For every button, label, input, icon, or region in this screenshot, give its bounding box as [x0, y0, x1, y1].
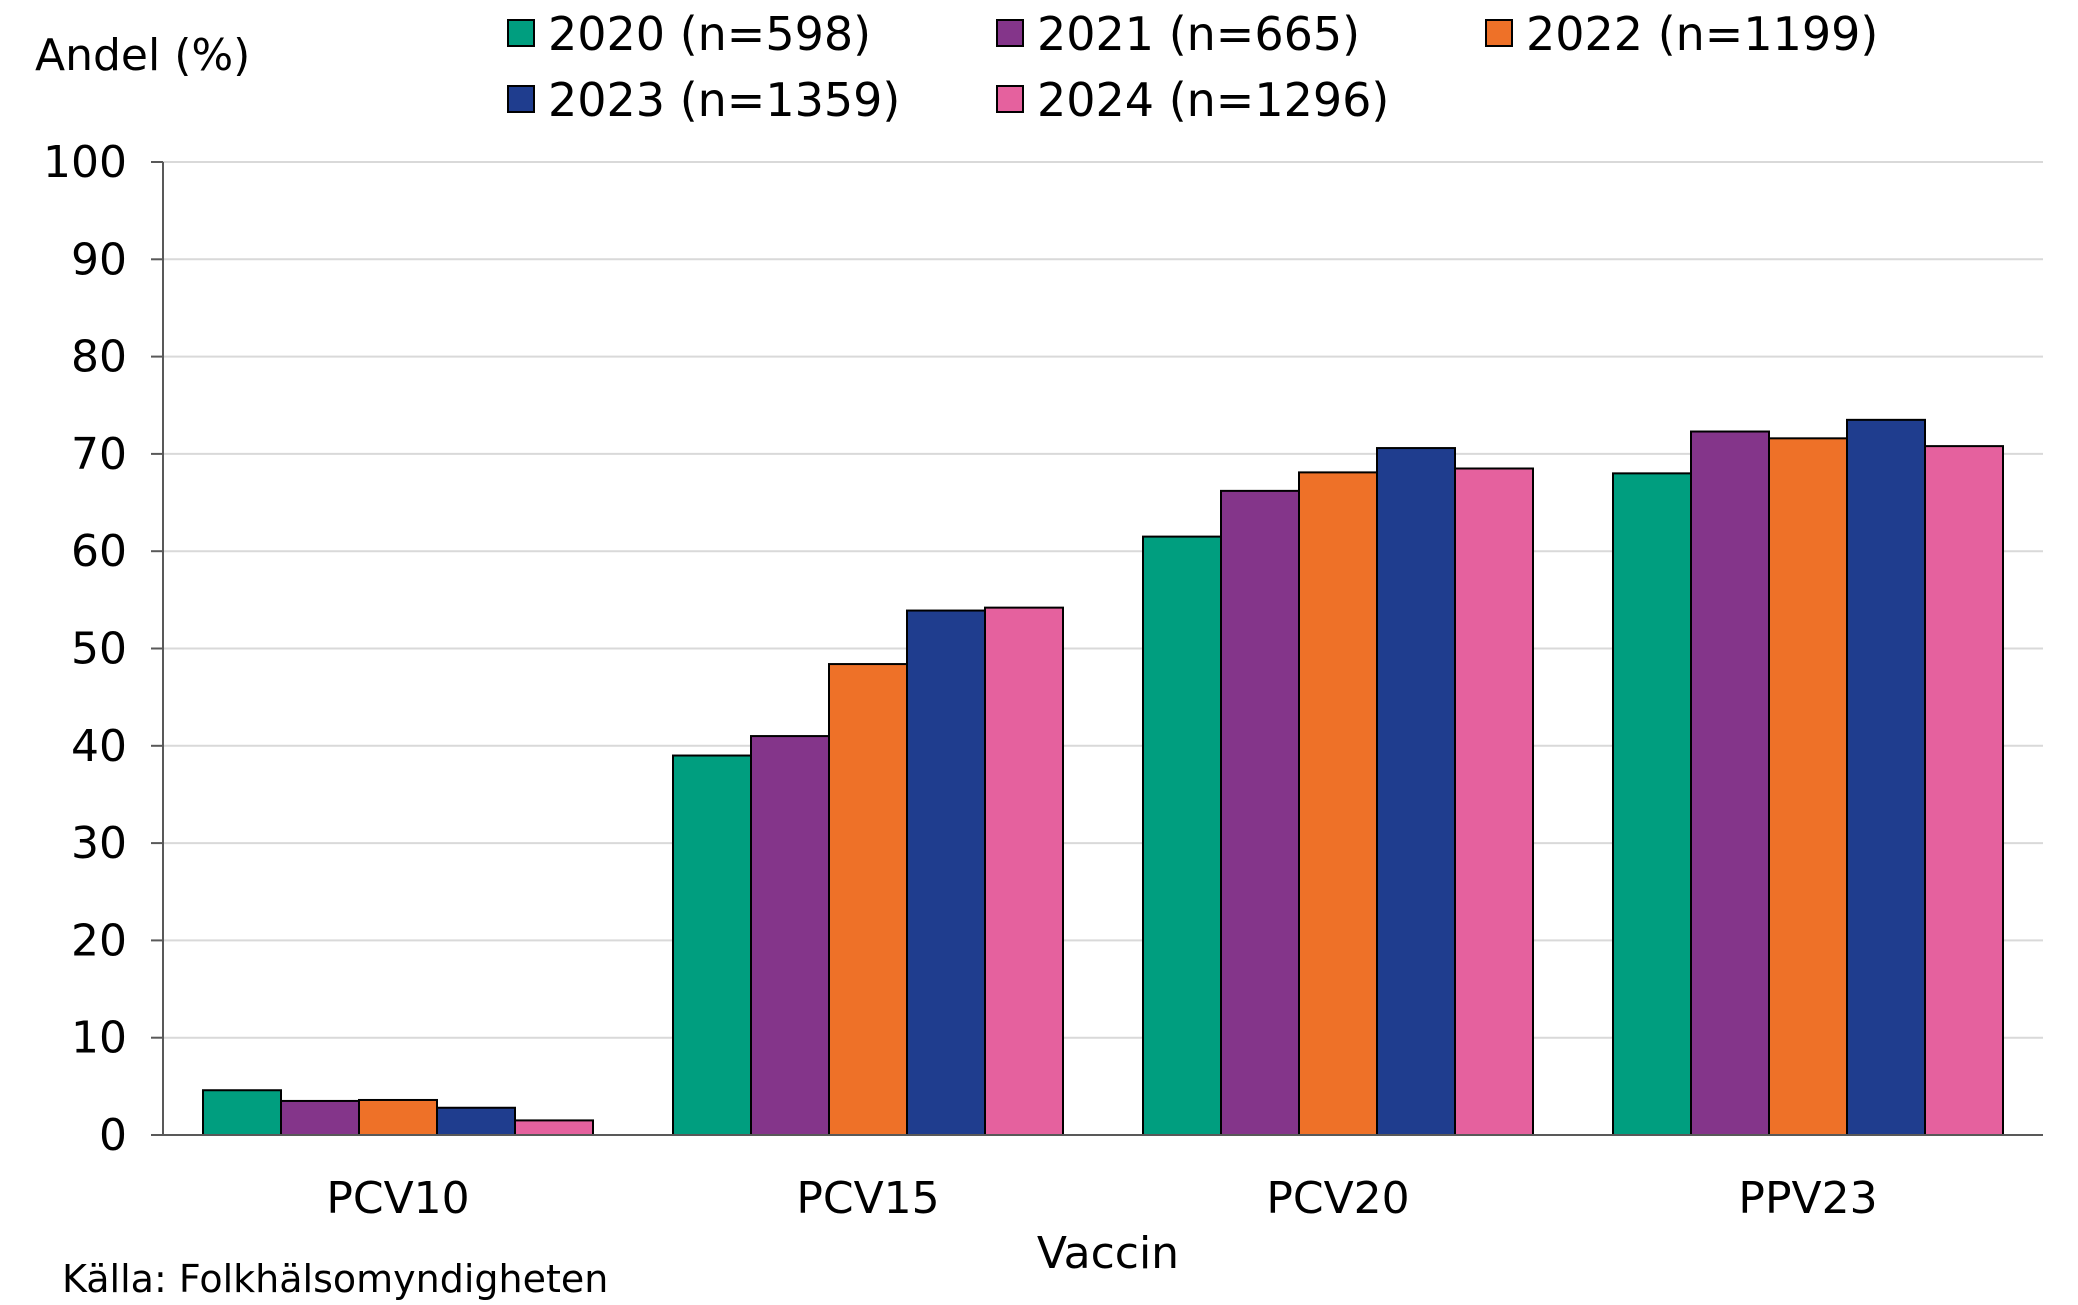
source-note: Källa: Folkhälsomyndigheten: [62, 1257, 608, 1301]
legend-label: 2024 (n=1296): [1037, 73, 1389, 127]
bar-pcv10-2023: [436, 1106, 516, 1136]
bars: [202, 418, 2004, 1137]
bar-pcv15-2024: [984, 606, 1064, 1136]
bar-ppv23-2024: [1924, 445, 2004, 1136]
bar-pcv10-2022: [358, 1098, 438, 1137]
y-tick-label: 70: [71, 429, 127, 480]
legend-label: 2021 (n=665): [1037, 7, 1360, 61]
bar-ppv23-2023: [1846, 418, 1926, 1137]
legend: 2020 (n=598) 2021 (n=665) 2022 (n=1199) 202…: [507, 7, 1878, 127]
bar-ppv23-2021: [1690, 430, 1770, 1136]
y-tick-label: 90: [71, 234, 127, 285]
x-axis-title: Vaccin: [1037, 1228, 1179, 1279]
x-tick-label: PCV20: [1266, 1173, 1409, 1224]
bar-pcv20-2024: [1454, 467, 1534, 1136]
bar-pcv20-2020: [1142, 535, 1222, 1136]
legend-swatch: [507, 85, 535, 113]
legend-swatch: [507, 19, 535, 47]
axis-labels: Andel (%) Vaccin Källa: Folkhälsomyndigh…: [35, 30, 1179, 1301]
y-tick-label: 0: [99, 1110, 127, 1161]
gridlines: [163, 161, 2043, 1039]
bar-ppv23-2022: [1768, 437, 1848, 1137]
y-tick-label: 30: [71, 818, 127, 869]
bar-pcv20-2021: [1220, 489, 1300, 1136]
bar-pcv20-2022: [1298, 471, 1378, 1136]
y-tick-label: 20: [71, 915, 127, 966]
legend-label: 2020 (n=598): [548, 7, 871, 61]
y-tick-label: 80: [71, 332, 127, 383]
bar-pcv10-2020: [202, 1089, 282, 1136]
y-tick-label: 50: [71, 624, 127, 675]
bar-pcv15-2021: [750, 735, 830, 1136]
axes: 0 10 20 30 40 50 60 70 80 90 100 PCV10 PCV15 PCV20 PPV…: [43, 137, 2043, 1224]
bar-pcv15-2022: [828, 663, 908, 1136]
legend-label: 2022 (n=1199): [1526, 7, 1878, 61]
legend-swatch: [1485, 19, 1513, 47]
bar-pcv15-2020: [672, 754, 752, 1137]
x-tick-label: PCV10: [326, 1173, 469, 1224]
x-tick-label: PPV23: [1738, 1173, 1877, 1224]
x-tick-label: PCV15: [796, 1173, 939, 1224]
y-axis-title: Andel (%): [35, 30, 250, 81]
legend-swatch: [996, 19, 1024, 47]
legend-swatch: [996, 85, 1024, 113]
y-tick-label: 60: [71, 526, 127, 577]
y-tick-label: 40: [71, 721, 127, 772]
legend-label: 2023 (n=1359): [548, 73, 900, 127]
bar-ppv23-2020: [1612, 472, 1692, 1136]
bar-pcv10-2021: [280, 1099, 360, 1136]
y-tick-label: 10: [71, 1013, 127, 1064]
bar-pcv20-2023: [1376, 447, 1456, 1136]
y-tick-label: 100: [43, 137, 127, 188]
bar-pcv10-2024: [514, 1119, 594, 1137]
bar-pcv15-2023: [906, 609, 986, 1136]
